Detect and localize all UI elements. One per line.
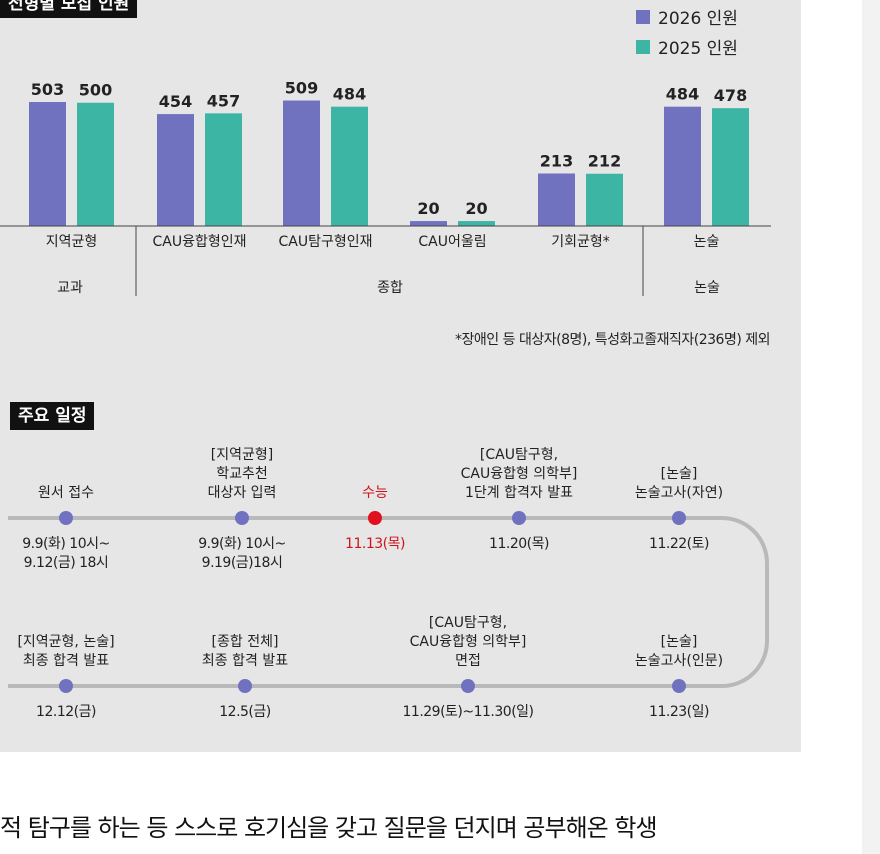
page-edge	[862, 0, 880, 854]
bar-2025-3	[458, 221, 495, 226]
data-label: 20	[465, 199, 487, 218]
data-label: 484	[666, 85, 699, 104]
data-label: 454	[159, 92, 192, 111]
legend-label-2025: 2025 인원	[658, 39, 738, 59]
group-label: 논술	[694, 280, 720, 296]
data-label: 484	[333, 85, 366, 104]
bar-2025-2	[331, 106, 368, 226]
legend-label-2026: 2026 인원	[658, 9, 738, 29]
event-date: 11.22(토)	[649, 536, 709, 552]
category-label: CAU어울림	[418, 234, 486, 250]
data-label: 478	[714, 86, 747, 105]
group-label: 종합	[377, 280, 403, 296]
event-date: 12.12(금)	[36, 704, 96, 720]
footnote: *장애인 등 대상자(8명), 특성화고졸재직자(236명) 제외	[455, 332, 770, 348]
category-label: 기회균형*	[551, 234, 610, 250]
timeline-dot	[512, 511, 526, 525]
bar-2025-5	[712, 108, 749, 226]
timeline-track	[8, 516, 769, 688]
event-date: 11.20(목)	[489, 536, 549, 552]
category-label: CAU탐구형인재	[279, 234, 373, 250]
timeline-dot	[368, 511, 382, 525]
timeline-dot	[672, 679, 686, 693]
event-label: [종합 전체] 최종 합격 발표	[201, 634, 289, 669]
timeline-dot	[238, 679, 252, 693]
schedule-title: 주요 일정	[10, 402, 95, 430]
data-label: 20	[417, 199, 439, 218]
event-label: [논술] 논술고사(자연)	[634, 466, 724, 501]
category-label: 논술	[694, 234, 720, 250]
bar-2026-4	[538, 173, 575, 226]
event-date: 11.23(일)	[649, 704, 709, 720]
bar-2026-3	[410, 221, 447, 226]
bar-2025-1	[205, 113, 242, 226]
chart-title: 전형별 모집 인원	[0, 0, 138, 18]
event-label: [CAU탐구형, CAU융합형 의학부] 1단계 합격자 발표	[460, 447, 578, 501]
bar-2026-2	[283, 100, 320, 226]
data-label: 500	[79, 81, 112, 100]
legend-item-2025: 2025 인원	[636, 34, 738, 59]
bar-2026-5	[664, 106, 701, 226]
bar-chart: 503 500 지역균형 454 457 CAU융합형인재 509 484 CAU탐구형인재 20…	[0, 79, 771, 296]
event-label: [논술] 논술고사(인문)	[634, 634, 724, 669]
timeline	[8, 511, 769, 693]
data-label: 503	[31, 80, 64, 99]
bar-2026-1	[157, 114, 194, 226]
article-text: 적 탐구를 하는 등 스스로 호기심을 갖고 질문을 던지며 공부해온 학생	[0, 814, 658, 842]
category-label: CAU융합형인재	[153, 234, 247, 250]
infographic-panel: 전형별 모집 인원 2026 인원 2025 인원 503 500 지역균형 454 4…	[0, 0, 801, 752]
data-label: 213	[540, 151, 573, 170]
event-date: 12.5(금)	[219, 704, 271, 720]
event-date: 9.9(화) 10시~ 9.19(금)18시	[198, 536, 286, 571]
event-date: 9.9(화) 10시~ 9.12(금) 18시	[22, 536, 110, 571]
event-date: 11.29(토)~11.30(일)	[402, 704, 535, 720]
legend-swatch-2025	[636, 39, 650, 54]
timeline-dot	[672, 511, 686, 525]
bar-2025-4	[586, 173, 623, 226]
bar-2026-0	[29, 102, 66, 226]
group-label: 교과	[57, 280, 83, 296]
data-label: 509	[285, 79, 318, 98]
event-label: [지역균형] 학교추천 대상자 입력	[207, 447, 277, 501]
timeline-dot	[59, 679, 73, 693]
event-label: [CAU탐구형, CAU융합형 의학부] 면접	[409, 615, 527, 669]
legend-swatch-2026	[636, 9, 650, 24]
data-label: 457	[207, 91, 240, 110]
event-date: 11.13(목)	[345, 536, 405, 552]
timeline-dot	[235, 511, 249, 525]
legend-item-2026: 2026 인원	[636, 4, 738, 29]
event-label: [지역균형, 논술] 최종 합격 발표	[17, 634, 115, 669]
event-label: 원서 접수	[38, 485, 94, 501]
data-label: 212	[588, 152, 621, 171]
timeline-dot	[461, 679, 475, 693]
category-label: 지역균형	[46, 234, 98, 250]
timeline-dot	[59, 511, 73, 525]
bar-2025-0	[77, 102, 114, 226]
event-label: 수능	[362, 485, 388, 501]
